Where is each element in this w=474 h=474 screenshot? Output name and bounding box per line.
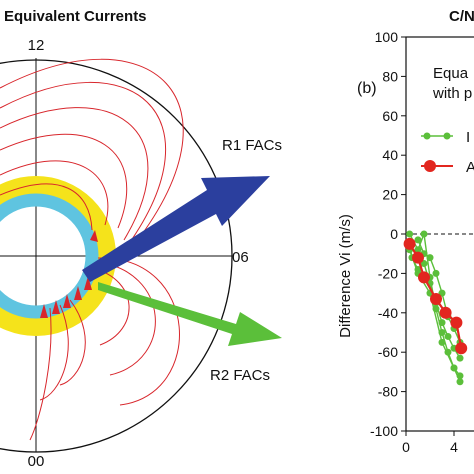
series-point bbox=[418, 271, 430, 284]
current-line bbox=[97, 257, 180, 406]
panel-label: (b) bbox=[357, 80, 377, 97]
y-tick-label: -60 bbox=[378, 344, 398, 360]
ring-arrows bbox=[40, 230, 98, 318]
x-tick-label: 0 bbox=[402, 439, 410, 455]
chart-title: C/N bbox=[449, 8, 474, 25]
ring-arrow-icon bbox=[74, 286, 82, 300]
series-point bbox=[456, 372, 464, 380]
y-tick-label: -80 bbox=[378, 384, 398, 400]
current-line bbox=[0, 58, 184, 251]
series-point bbox=[406, 230, 414, 238]
mlt-label-00: 00 bbox=[28, 453, 45, 470]
series-point bbox=[444, 332, 452, 340]
series-4 bbox=[403, 237, 468, 355]
polar-title: Equivalent Currents bbox=[4, 8, 147, 25]
series-point bbox=[426, 254, 434, 262]
series-point bbox=[414, 246, 422, 254]
series-point bbox=[456, 378, 464, 386]
series-layer bbox=[403, 230, 468, 386]
ring-arrow-icon bbox=[63, 294, 71, 308]
r2-facs-label: R2 FACs bbox=[210, 367, 270, 384]
legend-swatch-marker bbox=[423, 132, 431, 140]
polar-panel: Equivalent Currents 12 06 00 bbox=[0, 8, 282, 470]
y-tick-label: 0 bbox=[390, 226, 398, 242]
ring-arrow-icon bbox=[40, 304, 48, 318]
series-point bbox=[439, 306, 452, 319]
current-line bbox=[29, 307, 52, 441]
current-line bbox=[59, 299, 86, 386]
series-point bbox=[456, 354, 464, 362]
current-line bbox=[0, 82, 167, 246]
y-tick-label: -40 bbox=[378, 305, 398, 321]
ring-arrow-icon bbox=[90, 230, 98, 242]
legend-swatch-marker bbox=[443, 132, 451, 140]
legend-entry-a: A bbox=[421, 159, 474, 176]
series-point bbox=[450, 364, 458, 372]
y-axis-title: Difference Vi (m/s) bbox=[337, 214, 354, 338]
legend-entry-i: I bbox=[421, 129, 470, 146]
mlt-label-06: 06 bbox=[232, 249, 249, 266]
y-tick-label: 40 bbox=[382, 147, 398, 163]
y-axis-ticks: 100 80 60 40 20 0 -20 -40 -60 -80 -100 bbox=[370, 29, 406, 439]
series-3 bbox=[406, 246, 464, 380]
current-line bbox=[0, 183, 93, 231]
y-tick-label: -20 bbox=[378, 265, 398, 281]
legend-text-line-1: Equa bbox=[433, 65, 469, 82]
current-line bbox=[0, 133, 128, 229]
series-point bbox=[420, 230, 428, 238]
series-point bbox=[412, 251, 424, 264]
x-tick-label: 4 bbox=[450, 439, 458, 455]
ring-arrow-icon bbox=[84, 276, 92, 290]
y-tick-label: 80 bbox=[382, 68, 398, 84]
legend-text-line-2: with p bbox=[432, 85, 472, 102]
current-line bbox=[0, 160, 109, 226]
current-lines bbox=[0, 58, 184, 441]
inner-ring-cyan bbox=[0, 193, 99, 319]
series-point bbox=[438, 338, 446, 346]
series-point bbox=[414, 236, 422, 244]
series-point bbox=[450, 316, 463, 329]
y-tick-label: 20 bbox=[382, 187, 398, 203]
current-line bbox=[39, 304, 69, 401]
legend-label-i: I bbox=[466, 129, 470, 146]
y-tick-label: 100 bbox=[375, 29, 399, 45]
legend-swatch-marker bbox=[424, 160, 436, 172]
current-line bbox=[91, 267, 130, 346]
series-point bbox=[403, 237, 416, 250]
r1-facs-label: R1 FACs bbox=[222, 137, 282, 154]
legend-label-a: A bbox=[466, 159, 474, 176]
series-point bbox=[430, 293, 442, 306]
series-point bbox=[455, 342, 468, 355]
line-chart-panel: C/N (b) Equa with p I A Difference Vi (m… bbox=[337, 8, 474, 455]
y-tick-label: -100 bbox=[370, 423, 398, 439]
series-point bbox=[432, 269, 440, 277]
r2-facs-arrow bbox=[98, 282, 282, 346]
r1-facs-arrow bbox=[82, 176, 270, 282]
mlt-label-12: 12 bbox=[28, 37, 45, 54]
ring-arrow-icon bbox=[52, 300, 60, 314]
y-tick-label: 60 bbox=[382, 108, 398, 124]
current-line bbox=[0, 107, 149, 241]
current-line bbox=[95, 261, 156, 376]
